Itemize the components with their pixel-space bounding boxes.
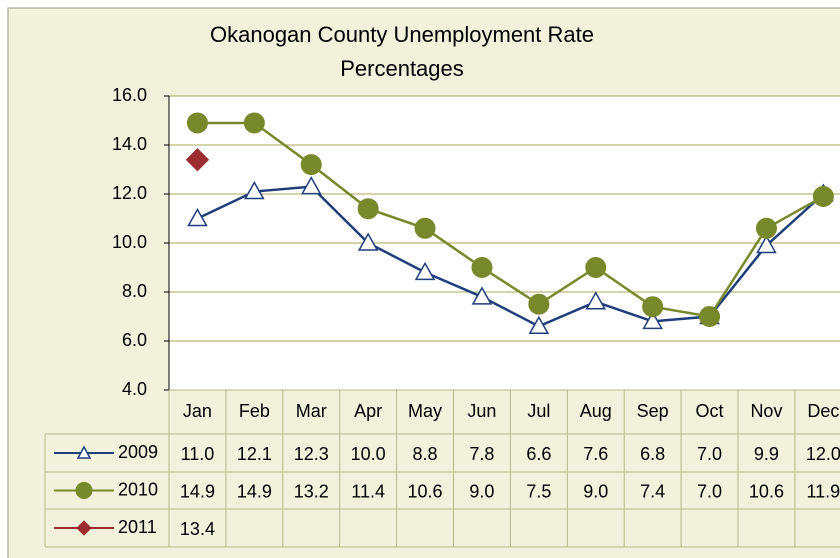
y-tick-label: 8.0	[122, 281, 147, 301]
x-tick-label: Aug	[580, 401, 612, 421]
chart-subtitle: Percentages	[340, 56, 464, 81]
marker	[528, 315, 550, 335]
marker	[243, 112, 265, 134]
series-line	[197, 121, 824, 318]
marker	[755, 217, 777, 239]
table-value: 7.6	[583, 444, 608, 464]
table-value: 7.5	[526, 481, 551, 501]
marker	[528, 293, 550, 315]
legend-marker	[76, 520, 92, 536]
x-tick-label: Feb	[239, 401, 270, 421]
x-tick-label: Apr	[354, 401, 382, 421]
table-value: 6.8	[640, 444, 665, 464]
table-value: 12.0	[806, 444, 840, 464]
legend-label: 2009	[118, 442, 158, 462]
x-tick-label: Jun	[467, 401, 496, 421]
x-tick-label: May	[408, 401, 442, 421]
x-tick-label: Nov	[750, 401, 782, 421]
table-value: 7.8	[469, 444, 494, 464]
y-tick-label: 14.0	[112, 134, 147, 154]
table-value: 7.4	[640, 481, 665, 501]
marker	[642, 296, 664, 318]
table-value: 9.9	[754, 444, 779, 464]
x-tick-label: Oct	[696, 401, 724, 421]
table-value: 11.9	[806, 481, 840, 501]
table-value: 10.0	[351, 444, 386, 464]
table-value: 6.6	[526, 444, 551, 464]
table-value: 12.1	[237, 444, 272, 464]
marker	[300, 154, 322, 176]
table-value: 10.6	[408, 481, 443, 501]
marker	[642, 310, 663, 330]
series-line	[196, 185, 825, 328]
marker	[357, 232, 379, 251]
chart-title: Okanogan County Unemployment Rate	[210, 22, 594, 47]
marker	[585, 291, 607, 310]
y-tick-label: 16.0	[112, 85, 147, 105]
table-value: 11.0	[181, 444, 215, 464]
legend-marker	[76, 445, 92, 459]
x-tick-label: Dec	[807, 401, 839, 421]
table-value: 7.0	[697, 481, 722, 501]
table-value: 13.4	[180, 519, 215, 539]
table-value: 9.0	[583, 481, 608, 501]
marker	[471, 286, 493, 305]
table-value: 12.3	[294, 444, 329, 464]
table-value: 14.9	[237, 481, 272, 501]
y-tick-label: 4.0	[122, 379, 147, 399]
marker	[300, 176, 322, 195]
table-value: 9.0	[469, 481, 494, 501]
marker	[812, 185, 834, 207]
marker	[585, 257, 607, 278]
x-tick-label: Mar	[296, 401, 327, 421]
table-value: 7.0	[697, 444, 722, 464]
marker	[357, 198, 379, 220]
legend-label: 2010	[118, 479, 158, 499]
marker	[414, 261, 436, 281]
x-tick-label: Jan	[183, 401, 212, 421]
marker	[186, 112, 208, 134]
table-value: 14.9	[180, 481, 215, 501]
y-tick-label: 6.0	[122, 330, 147, 350]
y-tick-label: 10.0	[112, 232, 147, 252]
table-value: 10.6	[749, 481, 784, 501]
table-value: 11.4	[351, 481, 385, 501]
marker	[187, 207, 208, 227]
marker	[471, 257, 493, 278]
marker	[699, 306, 721, 327]
marker	[185, 147, 210, 172]
marker	[756, 234, 777, 254]
x-tick-label: Sep	[637, 401, 669, 421]
legend-marker	[75, 482, 93, 499]
y-tick-label: 12.0	[112, 183, 147, 203]
x-tick-label: Jul	[527, 401, 550, 421]
marker	[244, 181, 265, 200]
table-value: 8.8	[413, 444, 438, 464]
table-value: 13.2	[294, 481, 329, 501]
legend-label: 2011	[118, 517, 157, 537]
marker	[414, 217, 436, 239]
